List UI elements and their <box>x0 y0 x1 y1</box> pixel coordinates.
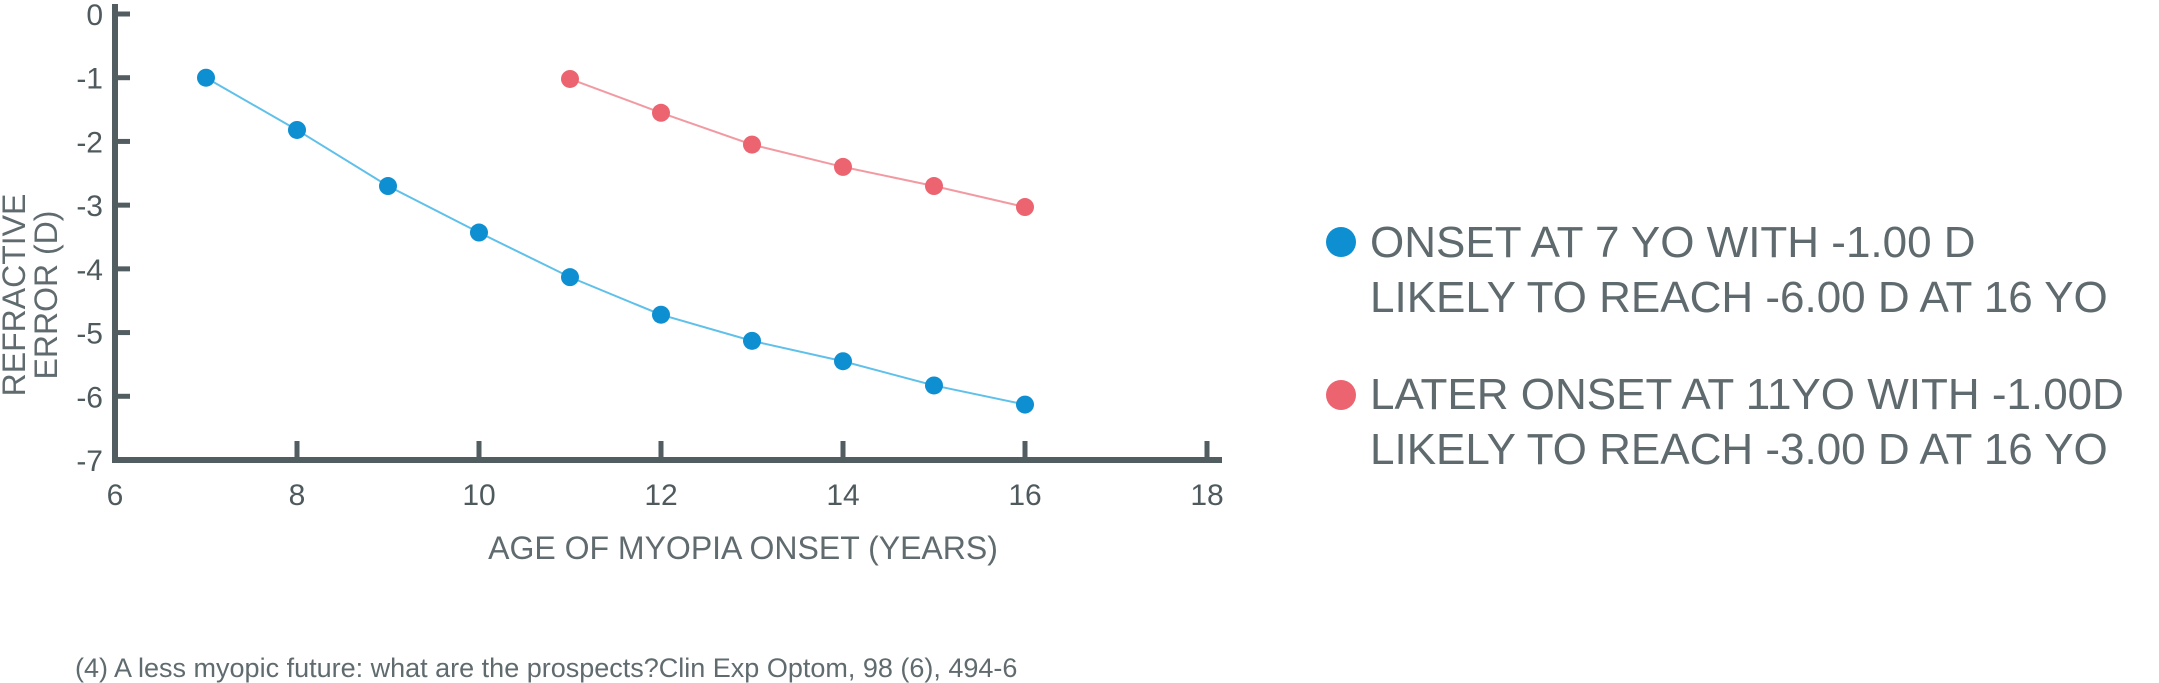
y-tick-label: -3 <box>76 190 103 223</box>
y-tick-label: 0 <box>86 0 103 32</box>
y-axis-title-line-1: REFRACTIVE <box>0 194 32 397</box>
y-tick-label: -7 <box>76 445 103 478</box>
series-line-early <box>205 76 1026 406</box>
y-tick-label: -5 <box>76 318 103 351</box>
y-tick-label: -4 <box>76 254 103 287</box>
data-point-late <box>743 135 761 154</box>
x-tick-label: 6 <box>107 479 124 512</box>
data-point-early <box>743 331 761 350</box>
data-point-early <box>652 305 670 324</box>
y-tick-label: -2 <box>76 126 103 159</box>
y-tick-label: -1 <box>76 63 103 96</box>
data-point-late <box>1016 198 1034 217</box>
data-point-early <box>834 352 852 371</box>
data-point-early <box>1016 395 1034 414</box>
citation-text: (4) A less myopic future: what are the p… <box>75 653 1017 683</box>
y-axis-title-line-2: ERROR (D) <box>28 211 64 380</box>
legend-early-line-1: ONSET AT 7 YO WITH -1.00 D <box>1370 218 1976 267</box>
y-axis-title: REFRACTIVE ERROR (D) <box>0 194 64 397</box>
legend-late-line-1: LATER ONSET AT 11YO WITH -1.00D <box>1370 370 2124 419</box>
data-point-early <box>925 376 943 395</box>
data-point-late <box>652 103 670 122</box>
x-tick-label: 12 <box>644 479 677 512</box>
x-axis-ticks: 6 8 10 12 14 16 18 <box>107 441 1224 512</box>
axes <box>112 4 1222 463</box>
x-tick-label: 10 <box>462 479 495 512</box>
data-series <box>197 68 1034 414</box>
data-point-early <box>379 177 397 196</box>
data-point-early <box>561 268 579 287</box>
y-tick-label: -6 <box>76 381 103 414</box>
legend-marker-early <box>1326 227 1356 257</box>
data-point-late <box>925 177 943 196</box>
y-axis-ticks: 0 -1 -2 -3 -4 -5 -6 -7 <box>76 0 130 478</box>
x-axis-title: AGE OF MYOPIA ONSET (YEARS) <box>488 530 998 566</box>
data-point-late <box>834 157 852 176</box>
legend-early-line-2: LIKELY TO REACH -6.00 D AT 16 YO <box>1370 273 2108 322</box>
x-tick-label: 14 <box>826 479 859 512</box>
legend-marker-late <box>1326 380 1356 410</box>
x-tick-label: 16 <box>1008 479 1041 512</box>
data-point-late <box>561 69 579 88</box>
data-point-early <box>288 120 306 139</box>
series-line-late <box>569 78 1026 209</box>
legend: ONSET AT 7 YO WITH -1.00 D LIKELY TO REA… <box>1326 218 2124 474</box>
legend-late-line-2: LIKELY TO REACH -3.00 D AT 16 YO <box>1370 425 2108 474</box>
data-point-early <box>197 68 215 87</box>
x-tick-label: 8 <box>289 479 306 512</box>
x-tick-label: 18 <box>1190 479 1223 512</box>
data-point-early <box>470 223 488 242</box>
